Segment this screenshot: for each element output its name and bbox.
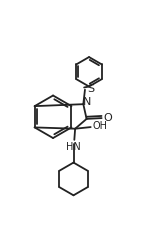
Text: N: N bbox=[83, 97, 91, 107]
Text: HN: HN bbox=[66, 142, 81, 152]
Text: S: S bbox=[87, 84, 95, 94]
Text: OH: OH bbox=[92, 121, 107, 131]
Text: O: O bbox=[104, 113, 113, 122]
